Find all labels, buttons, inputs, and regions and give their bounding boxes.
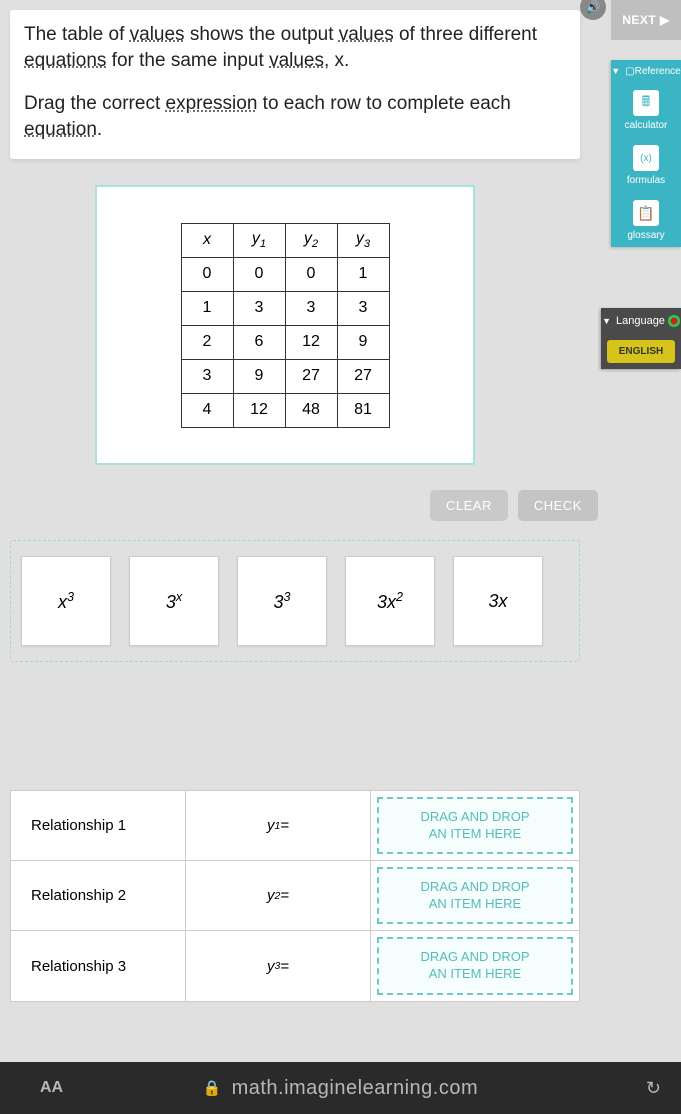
relationships-table: Relationship 1 y1 = DRAG AND DROPAN ITEM… (10, 790, 580, 1002)
relationship-label: Relationship 3 (11, 931, 186, 1001)
text: to each row to complete each (257, 93, 510, 114)
values-table: x y1 y2 y3 0001 1333 26129 392727 412488… (181, 223, 390, 428)
text: Drag the correct (24, 93, 166, 114)
glossary-link-values[interactable]: values (269, 50, 324, 71)
glossary-link-values[interactable]: values (339, 24, 394, 45)
language-panel: Language ENGLISH (601, 308, 681, 369)
tile-3x-squared[interactable]: 3x2 (345, 556, 435, 646)
tile-x-cubed[interactable]: x3 (21, 556, 111, 646)
cell: 1 (337, 257, 389, 291)
table-row: 392727 (181, 359, 389, 393)
relationship-label: Relationship 2 (11, 861, 186, 930)
glossary-icon: 📋 (633, 200, 659, 226)
table-row: 4124881 (181, 393, 389, 427)
cell: 9 (233, 359, 285, 393)
tile-3-to-x[interactable]: 3x (129, 556, 219, 646)
text: shows the output (185, 24, 339, 45)
glossary-link-equation[interactable]: equation (24, 119, 97, 140)
clear-button[interactable]: CLEAR (430, 490, 508, 521)
cell: 3 (285, 291, 337, 325)
dropzone-y1[interactable]: DRAG AND DROPAN ITEM HERE (377, 797, 573, 854)
cell: 3 (337, 291, 389, 325)
table-row: 0001 (181, 257, 389, 291)
text-size-icon[interactable]: AA (40, 1079, 63, 1097)
glossary-link-expression[interactable]: expression (166, 93, 258, 114)
dropzone-y2[interactable]: DRAG AND DROPAN ITEM HERE (377, 867, 573, 924)
reference-panel: ▢Reference 🖩 calculator (x) formulas 📋 g… (611, 60, 681, 247)
reference-header[interactable]: ▢Reference (611, 60, 681, 82)
cell: 48 (285, 393, 337, 427)
cell: 81 (337, 393, 389, 427)
next-button[interactable]: NEXT ▶ (611, 0, 681, 40)
dropzone-y3[interactable]: DRAG AND DROPAN ITEM HERE (377, 937, 573, 995)
data-table-card: x y1 y2 y3 0001 1333 26129 392727 412488… (95, 185, 475, 465)
text: . (97, 119, 102, 140)
relationship-label: Relationship 1 (11, 791, 186, 860)
browser-bar: AA 🔒 math.imaginelearning.com ↻ (0, 1062, 681, 1114)
english-button[interactable]: ENGLISH (607, 340, 675, 363)
url-display[interactable]: math.imaginelearning.com (232, 1077, 479, 1100)
globe-icon (668, 315, 680, 327)
relationship-row-3: Relationship 3 y3 = DRAG AND DROPAN ITEM… (11, 931, 579, 1001)
relationship-row-2: Relationship 2 y2 = DRAG AND DROPAN ITEM… (11, 861, 579, 931)
glossary-link-equations[interactable]: equations (24, 50, 106, 71)
formulas-icon: (x) (633, 145, 659, 171)
cell: 0 (181, 257, 233, 291)
cell: 0 (285, 257, 337, 291)
col-header-x: x (181, 223, 233, 257)
cell: 3 (233, 291, 285, 325)
calculator-tool[interactable]: 🖩 calculator (611, 82, 681, 137)
cell: 12 (233, 393, 285, 427)
cell: 9 (337, 325, 389, 359)
expression-tiles-area: x3 3x 33 3x2 3x (10, 540, 580, 662)
table-row: 26129 (181, 325, 389, 359)
relationship-equation: y2 = (186, 861, 371, 930)
cell: 12 (285, 325, 337, 359)
tile-3x[interactable]: 3x (453, 556, 543, 646)
language-header[interactable]: Language (601, 308, 681, 334)
glossary-link-values[interactable]: values (130, 24, 185, 45)
refresh-icon[interactable]: ↻ (646, 1078, 661, 1099)
calculator-icon: 🖩 (633, 90, 659, 116)
relationship-row-1: Relationship 1 y1 = DRAG AND DROPAN ITEM… (11, 791, 579, 861)
cell: 0 (233, 257, 285, 291)
cell: 4 (181, 393, 233, 427)
relationship-equation: y1 = (186, 791, 371, 860)
lock-icon: 🔒 (203, 1079, 222, 1097)
text: The table of (24, 24, 130, 45)
tile-3-cubed[interactable]: 33 (237, 556, 327, 646)
tool-label: formulas (627, 175, 665, 186)
check-button[interactable]: CHECK (518, 490, 598, 521)
col-header-y1: y1 (233, 223, 285, 257)
cell: 6 (233, 325, 285, 359)
instructions-card: The table of values shows the output val… (10, 10, 580, 159)
cell: 3 (181, 359, 233, 393)
relationship-equation: y3 = (186, 931, 371, 1001)
cell: 1 (181, 291, 233, 325)
col-header-y3: y3 (337, 223, 389, 257)
text: for the same input (106, 50, 269, 71)
cell: 2 (181, 325, 233, 359)
formulas-tool[interactable]: (x) formulas (611, 137, 681, 192)
tool-label: glossary (627, 230, 664, 241)
text: of three different (394, 24, 537, 45)
cell: 27 (337, 359, 389, 393)
glossary-tool[interactable]: 📋 glossary (611, 192, 681, 247)
col-header-y2: y2 (285, 223, 337, 257)
tool-label: calculator (625, 120, 668, 131)
instruction-paragraph-1: The table of values shows the output val… (24, 22, 566, 73)
instruction-paragraph-2: Drag the correct expression to each row … (24, 91, 566, 142)
text: , x. (324, 50, 349, 71)
cell: 27 (285, 359, 337, 393)
table-row: 1333 (181, 291, 389, 325)
action-buttons: CLEAR CHECK (430, 490, 598, 521)
